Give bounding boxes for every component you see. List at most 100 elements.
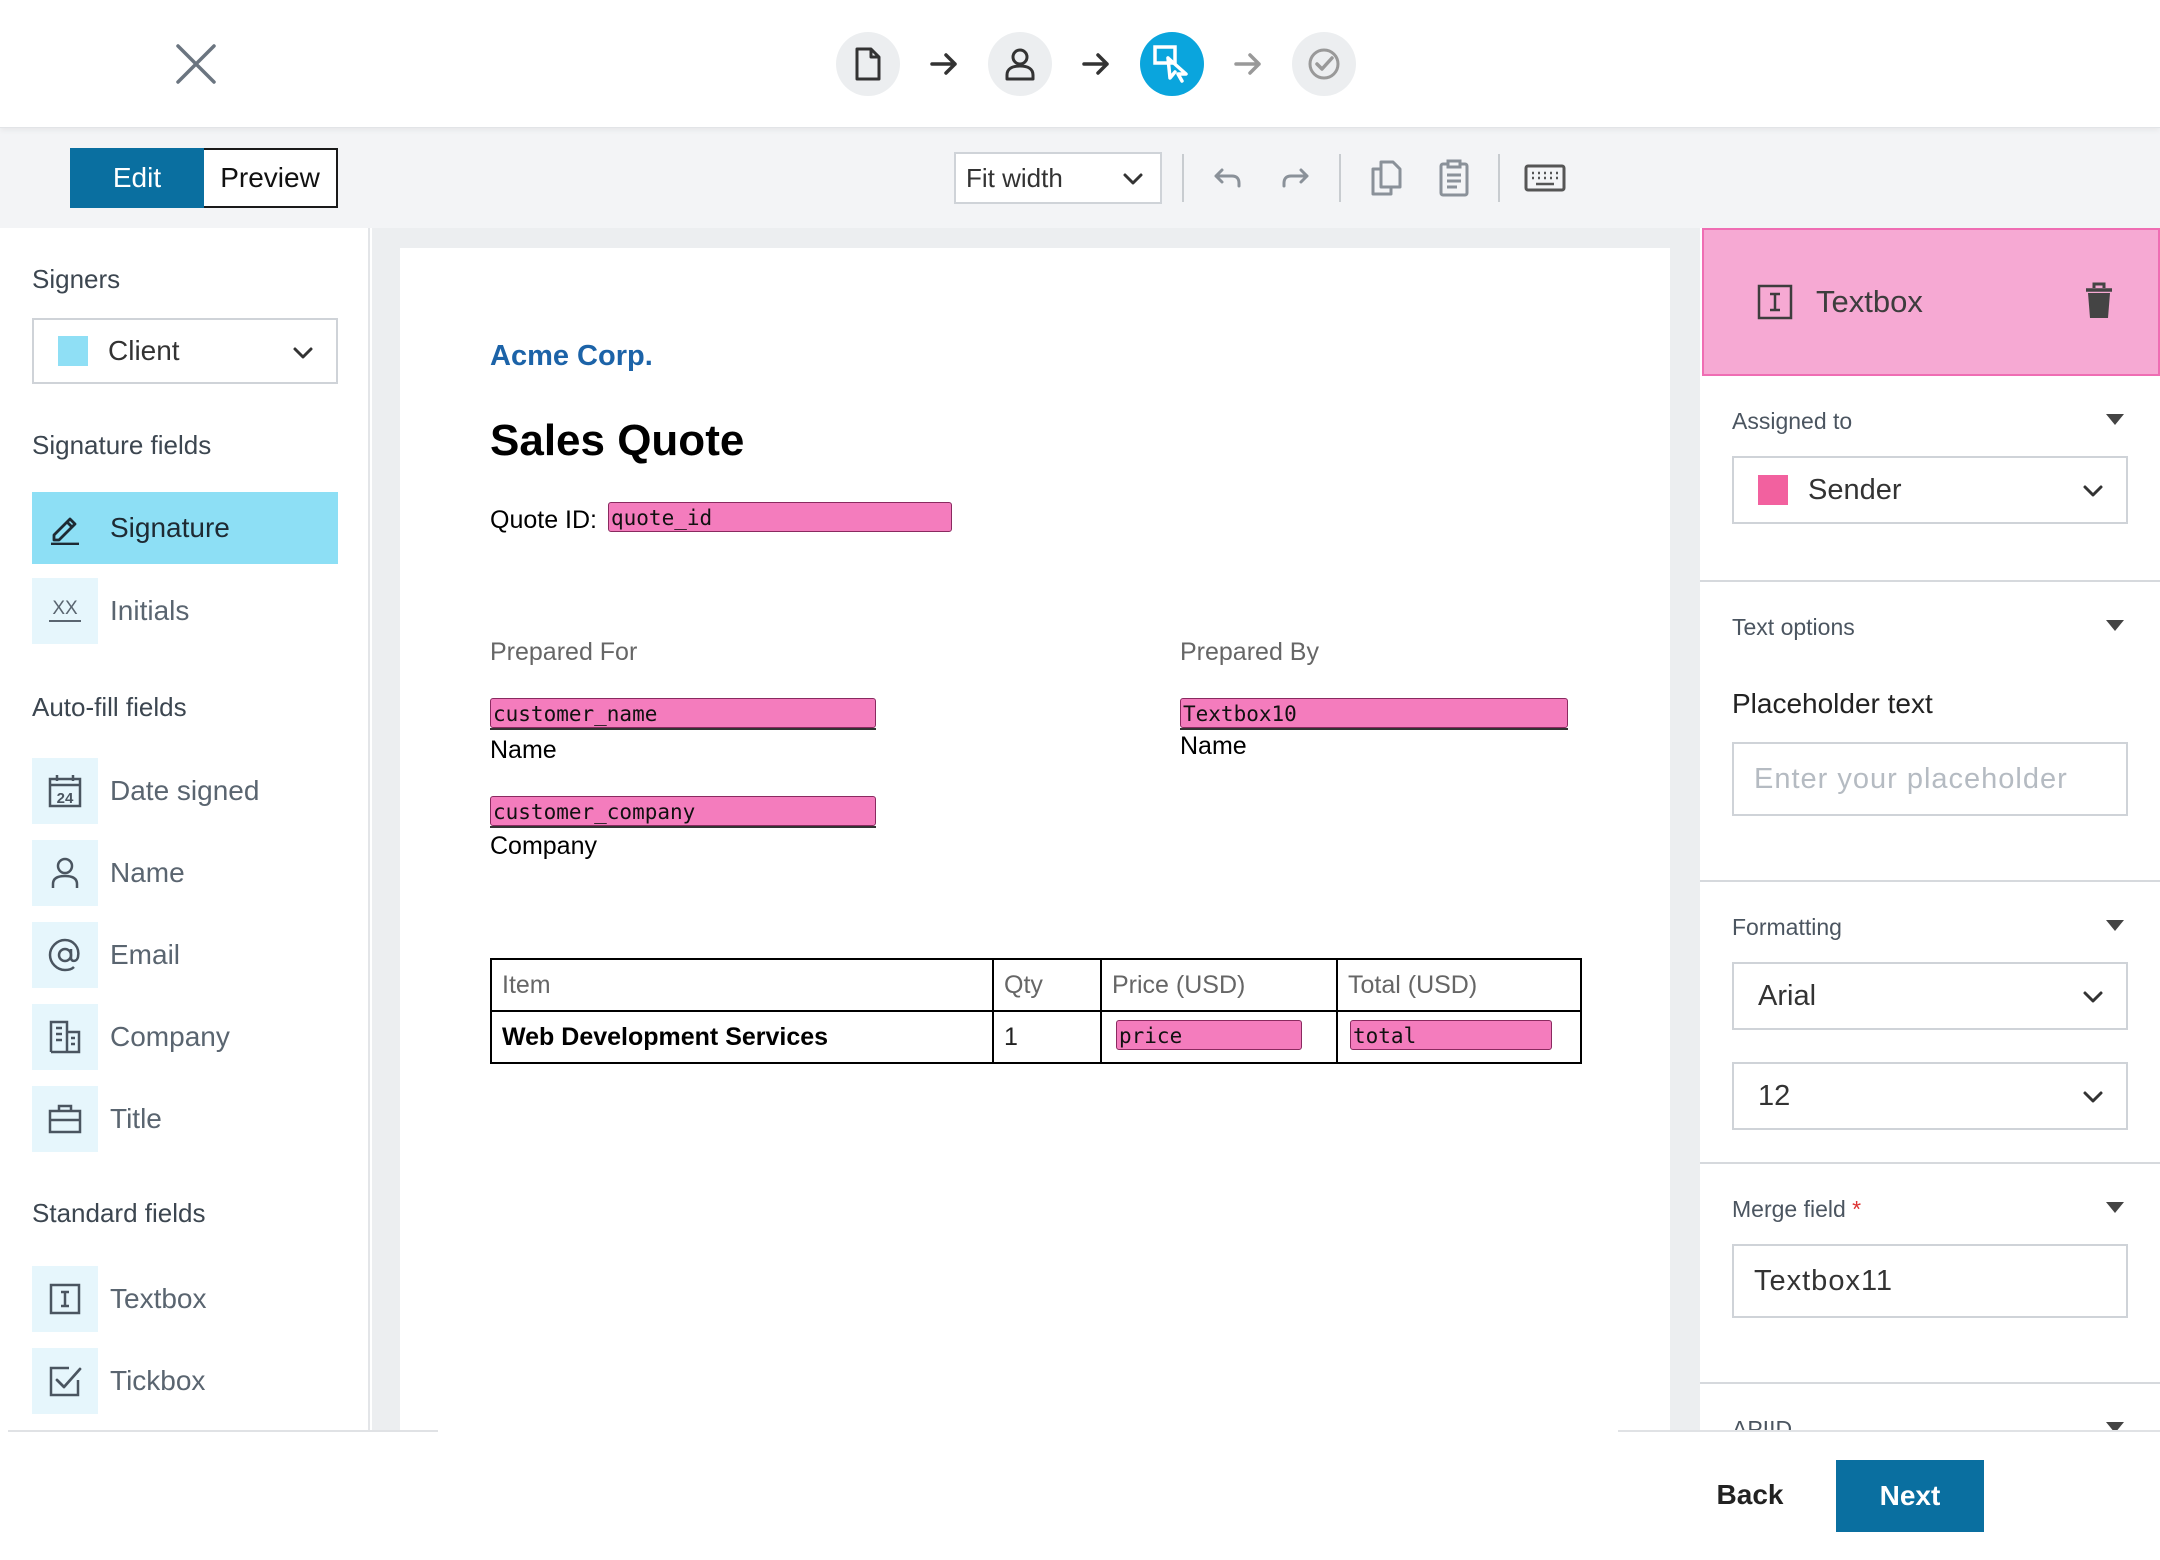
doc-company-name: Acme Corp.	[490, 340, 653, 372]
table-header-row: Item Qty Price (USD) Total (USD)	[490, 958, 1582, 1012]
initials-icon: XX	[32, 578, 98, 644]
field-tickbox[interactable]: Tickbox	[32, 1348, 338, 1414]
field-textbox[interactable]: Textbox	[32, 1266, 338, 1332]
assigned-to-select[interactable]: Sender	[1732, 456, 2128, 524]
place-fields-icon	[1153, 45, 1188, 83]
signature-line	[490, 728, 876, 730]
sender-name-caption: Name	[1180, 732, 1247, 760]
collapse-caret-icon[interactable]	[2106, 1202, 2124, 1213]
standard-fields-heading: Standard fields	[32, 1198, 206, 1228]
field-name[interactable]: Name	[32, 840, 338, 906]
close-icon	[176, 44, 216, 84]
signature-fields-heading: Signature fields	[32, 430, 212, 460]
merge-field-heading: Merge field *	[1732, 1196, 1861, 1223]
chevron-down-icon	[2083, 485, 2103, 497]
field-label: Initials	[110, 595, 190, 626]
undo-button[interactable]	[1206, 156, 1250, 200]
collapse-caret-icon[interactable]	[2106, 1422, 2124, 1430]
step-document[interactable]	[836, 32, 900, 96]
user-icon	[1005, 48, 1035, 81]
document-page[interactable]: Acme Corp. Sales Quote Quote ID: quote_i…	[400, 248, 1670, 1430]
prepared-by-label: Prepared By	[1180, 638, 1319, 666]
next-button[interactable]: Next	[1836, 1460, 1984, 1532]
back-button[interactable]: Back	[1716, 1479, 1784, 1510]
signer-select[interactable]: Client	[32, 318, 338, 384]
placeholder-text-input[interactable]	[1732, 742, 2128, 816]
merge-field-price[interactable]: price	[1116, 1020, 1302, 1050]
copy-button[interactable]	[1364, 156, 1408, 200]
signer-color-swatch	[58, 336, 88, 366]
table-cell-item: Web Development Services	[490, 1010, 994, 1064]
paste-button[interactable]	[1432, 156, 1476, 200]
placeholder-text-label: Placeholder text	[1732, 688, 1933, 719]
user-icon	[32, 840, 98, 906]
collapse-caret-icon[interactable]	[2106, 920, 2124, 931]
formatting-heading: Formatting	[1732, 914, 1842, 940]
table-header-cell: Qty	[992, 958, 1102, 1012]
font-family-select[interactable]: Arial	[1732, 962, 2128, 1030]
signers-heading: Signers	[32, 264, 121, 294]
field-initials[interactable]: XX Initials	[32, 578, 338, 644]
step-recipients[interactable]	[988, 32, 1052, 96]
customer-company-caption: Company	[490, 832, 597, 860]
briefcase-icon-glyph	[48, 1104, 82, 1134]
table-cell-price: price	[1100, 1010, 1338, 1064]
merge-field-customer-company[interactable]: customer_company	[490, 796, 876, 826]
building-icon-glyph	[49, 1020, 81, 1054]
apiid-heading: APIID	[1732, 1416, 1793, 1430]
merge-field-customer-name[interactable]: customer_name	[490, 698, 876, 728]
table-cell-qty: 1	[992, 1010, 1102, 1064]
step-place-fields[interactable]	[1140, 32, 1204, 96]
svg-text:24: 24	[57, 790, 74, 807]
merge-field-quote-id[interactable]: quote_id	[608, 502, 952, 532]
chevron-down-icon	[293, 347, 313, 359]
tickbox-icon-glyph	[49, 1366, 82, 1397]
merge-field-sender-name[interactable]: Textbox10	[1180, 698, 1568, 728]
footer-divider	[8, 1430, 438, 1432]
redo-icon	[1282, 168, 1309, 188]
customer-name-caption: Name	[490, 736, 557, 764]
close-button[interactable]	[170, 38, 222, 90]
font-family-value: Arial	[1758, 979, 1817, 1012]
table-header-cell: Price (USD)	[1100, 958, 1338, 1012]
clipboard-icon	[1439, 159, 1469, 197]
calendar-icon-glyph: 24	[48, 775, 82, 808]
collapse-caret-icon[interactable]	[2106, 414, 2124, 425]
merge-field-total[interactable]: total	[1350, 1020, 1552, 1050]
pen-icon	[51, 517, 79, 545]
field-label: Name	[110, 857, 185, 888]
user-icon-glyph	[51, 857, 79, 888]
section-divider	[1700, 1382, 2160, 1384]
zoom-select[interactable]: Fit width	[954, 152, 1162, 204]
step-review[interactable]	[1292, 32, 1356, 96]
field-label: Company	[110, 1021, 230, 1052]
calendar-icon: 24	[32, 758, 98, 824]
redo-button[interactable]	[1273, 156, 1317, 200]
collapse-caret-icon[interactable]	[2106, 620, 2124, 631]
field-date-signed[interactable]: 24 Date signed	[32, 758, 338, 824]
section-divider	[1700, 580, 2160, 582]
field-signature[interactable]: Signature	[32, 492, 338, 564]
preview-mode-button[interactable]: Preview	[204, 150, 336, 206]
edit-mode-button[interactable]: Edit	[70, 148, 204, 208]
stepper-bar	[0, 0, 2160, 128]
keyboard-shortcuts-button[interactable]	[1522, 156, 1568, 200]
merge-field-input[interactable]	[1732, 1244, 2128, 1318]
field-label: Date signed	[110, 775, 260, 806]
field-label: Title	[110, 1103, 162, 1134]
assignee-color-swatch	[1758, 475, 1788, 505]
text-options-heading: Text options	[1732, 614, 1855, 640]
briefcase-icon	[32, 1086, 98, 1152]
font-size-value: 12	[1758, 1079, 1791, 1112]
textbox-icon-glyph	[49, 1283, 81, 1315]
field-email[interactable]: Email	[32, 922, 338, 988]
document-icon	[855, 47, 881, 81]
toolbar-divider	[1498, 154, 1500, 202]
selected-field-title: Textbox	[1816, 284, 1923, 319]
zoom-value: Fit width	[966, 162, 1063, 193]
font-size-select[interactable]: 12	[1732, 1062, 2128, 1130]
trash-icon[interactable]	[2084, 282, 2114, 320]
field-title[interactable]: Title	[32, 1086, 338, 1152]
field-company[interactable]: Company	[32, 1004, 338, 1070]
signature-line	[490, 826, 876, 828]
